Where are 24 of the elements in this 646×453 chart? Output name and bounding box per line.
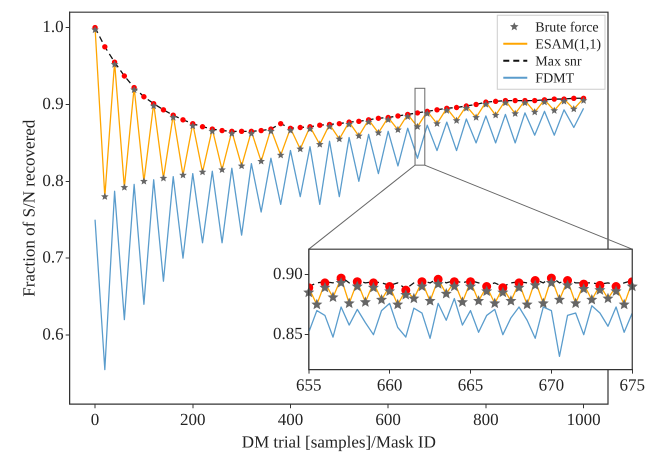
legend-label: FDMT — [535, 71, 575, 86]
y-axis-title: Fraction of S/N recovered — [20, 119, 39, 297]
x-tick-label: 670 — [538, 375, 564, 394]
x-tick-label: 600 — [375, 410, 401, 429]
legend-label: Brute force — [535, 20, 599, 36]
x-tick-label: 200 — [180, 410, 206, 429]
y-tick-label: 0.6 — [42, 324, 64, 344]
x-tick-label: 675 — [620, 375, 645, 394]
y-tick-label: 0.8 — [42, 170, 64, 190]
x-tick-label: 665 — [458, 375, 484, 394]
x-tick-label: 660 — [376, 375, 402, 394]
y-tick-label: 0.9 — [42, 94, 64, 113]
legend-label: ESAM(1,1) — [535, 37, 602, 52]
y-tick-label: 0.7 — [42, 248, 64, 267]
x-tick-label: 0 — [90, 410, 100, 429]
y-tick-label: 1.0 — [42, 17, 64, 36]
y-tick-label: 0.85 — [273, 324, 303, 344]
x-tick-label: 1000 — [566, 410, 601, 429]
x-axis-title: DM trial [samples]/Mask ID — [242, 432, 436, 452]
y-tick-label: 0.90 — [273, 264, 303, 283]
x-tick-label: 400 — [278, 410, 304, 429]
x-tick-label: 800 — [473, 410, 499, 429]
x-tick-label: 655 — [296, 375, 322, 394]
legend-label: Max snr — [535, 54, 582, 70]
